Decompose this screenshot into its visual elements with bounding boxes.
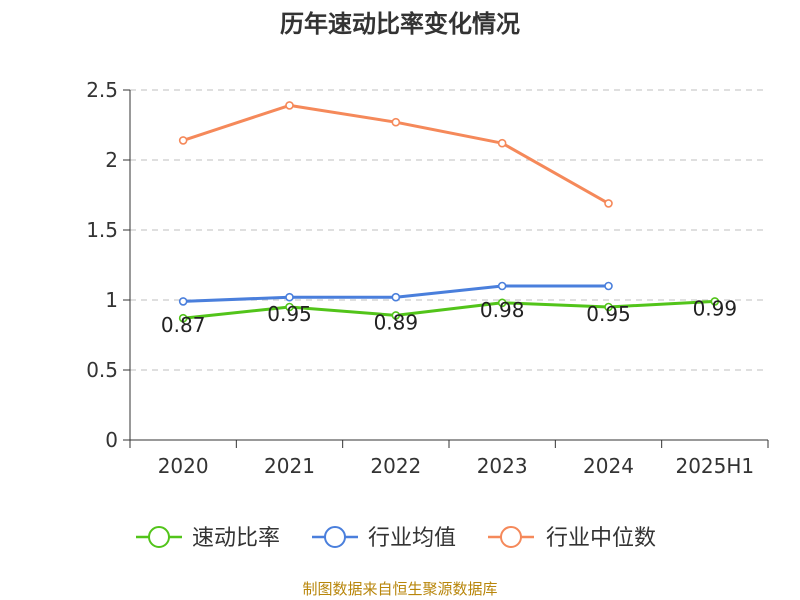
data-point[interactable] bbox=[604, 281, 613, 291]
x-tick-label: 2024 bbox=[583, 454, 634, 478]
data-point[interactable] bbox=[497, 138, 507, 148]
data-point[interactable] bbox=[710, 297, 720, 306]
x-tick-label: 2022 bbox=[370, 454, 421, 478]
data-point[interactable] bbox=[391, 292, 401, 302]
data-point[interactable] bbox=[497, 281, 507, 291]
data-point[interactable] bbox=[285, 101, 294, 110]
data-point[interactable] bbox=[497, 298, 507, 308]
data-label: 0.89 bbox=[374, 310, 419, 334]
legend-label: 行业均值 bbox=[368, 526, 456, 551]
series-layer bbox=[178, 101, 720, 323]
data-point[interactable] bbox=[391, 117, 401, 127]
legend-item-1[interactable]: 行业均值 bbox=[312, 526, 456, 551]
data-point[interactable] bbox=[391, 311, 401, 320]
data-point[interactable] bbox=[285, 292, 294, 302]
y-tick-label: 2 bbox=[105, 148, 118, 172]
x-tick-label: 2025H1 bbox=[675, 454, 754, 478]
data-labels: 0.87 0.95 0.89 0.98 0.95 0.99 bbox=[161, 296, 737, 337]
chart-title: 历年速动比率变化情况 bbox=[280, 10, 520, 38]
data-point[interactable] bbox=[285, 302, 294, 312]
grid-lines bbox=[130, 89, 768, 371]
legend[interactable]: 速动比率 行业均值 行业中位数 bbox=[136, 526, 656, 551]
x-tick-label: 2023 bbox=[477, 454, 528, 478]
axes: 0 0.5 1 1.5 2 2.5 2020 2021 2022 2023 2024 2025H1 bbox=[86, 78, 769, 478]
x-tick-label: 2020 bbox=[158, 454, 209, 478]
data-point[interactable] bbox=[178, 313, 188, 323]
source-note: 制图数据来自恒生聚源数据库 bbox=[302, 580, 497, 598]
y-tick-label: 0.5 bbox=[86, 358, 118, 382]
legend-marker bbox=[148, 526, 170, 548]
legend-marker bbox=[500, 526, 522, 548]
data-point[interactable] bbox=[604, 302, 613, 312]
legend-label: 行业中位数 bbox=[546, 526, 656, 551]
data-label: 0.95 bbox=[586, 302, 631, 326]
data-label: 0.95 bbox=[267, 302, 312, 326]
legend-item-2[interactable]: 行业中位数 bbox=[488, 526, 656, 551]
data-label: 0.99 bbox=[693, 296, 738, 320]
y-tick-label: 1.5 bbox=[86, 218, 118, 242]
y-tick-label: 1 bbox=[105, 288, 118, 312]
y-tick-label: 0 bbox=[105, 428, 118, 452]
y-tick-label: 2.5 bbox=[86, 78, 118, 102]
series-line-0 bbox=[183, 299, 715, 320]
data-label: 0.98 bbox=[480, 298, 525, 322]
legend-item-0[interactable]: 速动比率 bbox=[136, 526, 280, 551]
data-label: 0.87 bbox=[161, 313, 206, 337]
x-tick-label: 2021 bbox=[264, 454, 315, 478]
data-point[interactable] bbox=[604, 199, 613, 208]
legend-label: 速动比率 bbox=[192, 526, 280, 551]
data-point[interactable] bbox=[178, 136, 188, 145]
legend-marker bbox=[324, 526, 346, 548]
data-point[interactable] bbox=[178, 297, 188, 306]
